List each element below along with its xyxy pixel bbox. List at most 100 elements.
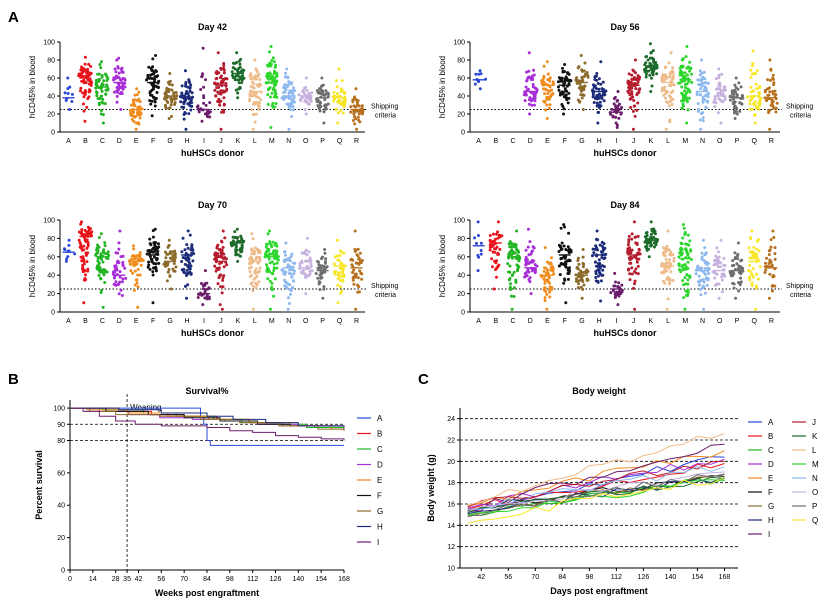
shipping-criteria-label: criteria [790, 113, 811, 120]
data-point-F [562, 95, 566, 99]
data-point-R [768, 58, 772, 62]
data-point-P [322, 285, 326, 289]
data-point-M [686, 294, 690, 298]
x-tick-label: N [700, 318, 705, 325]
data-point-B [79, 222, 83, 226]
data-point-G [167, 267, 171, 271]
x-tick-label: D [117, 138, 122, 145]
data-point-A [66, 91, 70, 95]
data-point-R [772, 83, 776, 87]
data-point-D [534, 87, 538, 91]
data-point-A [63, 247, 67, 251]
data-point-R [769, 67, 773, 71]
data-point-Q [334, 269, 338, 273]
legend-label-H: H [377, 523, 383, 532]
data-point-Q [755, 247, 759, 251]
data-point-M [270, 91, 274, 95]
data-point-N [288, 283, 292, 287]
data-point-R [770, 284, 774, 288]
data-point-M [266, 76, 270, 80]
data-point-C [515, 229, 519, 233]
y-tick-label: 60 [457, 254, 465, 261]
data-point-I [617, 102, 621, 106]
data-point-C [97, 273, 101, 277]
data-point-F [155, 91, 159, 95]
data-point-M [680, 85, 684, 89]
data-point-P [736, 241, 740, 245]
data-point-O [309, 264, 313, 268]
data-point-E [132, 264, 136, 268]
data-point-E [542, 81, 546, 85]
data-point-B [81, 266, 85, 270]
data-point-P [324, 103, 328, 107]
data-point-C [98, 269, 102, 273]
data-point-J [215, 76, 219, 80]
data-point-H [183, 69, 187, 73]
data-point-F [149, 102, 153, 106]
x-tick-label: A [476, 138, 481, 145]
y-tick-label: 40 [47, 94, 55, 101]
data-point-G [174, 265, 178, 269]
data-point-M [269, 126, 273, 129]
data-point-C [101, 305, 105, 309]
data-point-P [325, 265, 329, 269]
data-point-B [496, 220, 500, 224]
data-point-J [216, 99, 220, 103]
data-point-B [89, 65, 93, 69]
data-point-I [611, 114, 615, 118]
data-point-F [149, 73, 153, 77]
data-point-J [224, 82, 228, 86]
data-point-O [717, 97, 721, 101]
data-point-O [713, 276, 717, 280]
data-point-R [769, 245, 773, 249]
data-point-M [688, 239, 692, 243]
data-point-N [696, 78, 700, 82]
data-point-E [136, 268, 140, 272]
data-point-L [250, 273, 254, 277]
data-point-E [548, 290, 552, 294]
data-point-F [149, 250, 153, 254]
x-tick-label: 98 [585, 574, 593, 581]
data-point-O [713, 262, 717, 266]
data-point-B [85, 105, 89, 109]
y-tick-label: 0 [51, 310, 55, 317]
data-point-D [115, 58, 119, 62]
data-point-J [631, 286, 635, 290]
data-point-E [545, 307, 549, 311]
data-point-I [199, 87, 203, 91]
y-tick-label: 0 [461, 310, 465, 317]
data-point-O [717, 296, 721, 300]
data-point-B [492, 287, 496, 291]
data-point-L [254, 67, 258, 71]
data-point-K [648, 61, 652, 65]
data-point-C [508, 252, 512, 256]
data-point-N [701, 116, 705, 120]
data-point-C [105, 75, 109, 79]
data-point-M [685, 273, 689, 277]
data-point-J [215, 82, 219, 86]
data-point-O [307, 102, 311, 106]
data-point-B [78, 241, 82, 245]
data-point-H [595, 97, 599, 101]
data-point-J [633, 279, 637, 283]
legend-label-J: J [812, 418, 816, 427]
data-point-J [636, 272, 640, 276]
data-point-J [222, 71, 226, 75]
data-point-H [188, 89, 192, 93]
data-point-P [733, 104, 737, 108]
data-point-D [118, 92, 122, 96]
data-point-C [99, 257, 103, 261]
data-point-D [530, 269, 534, 273]
data-point-E [544, 108, 548, 112]
x-tick-label: N [286, 138, 291, 145]
data-point-H [597, 268, 601, 272]
data-point-Q [749, 237, 753, 241]
data-point-F [153, 104, 157, 108]
data-point-M [265, 266, 269, 270]
data-point-I [203, 290, 207, 294]
data-point-H [598, 100, 602, 104]
data-point-F [154, 241, 158, 245]
data-point-I [614, 104, 618, 108]
data-point-Q [343, 99, 347, 103]
